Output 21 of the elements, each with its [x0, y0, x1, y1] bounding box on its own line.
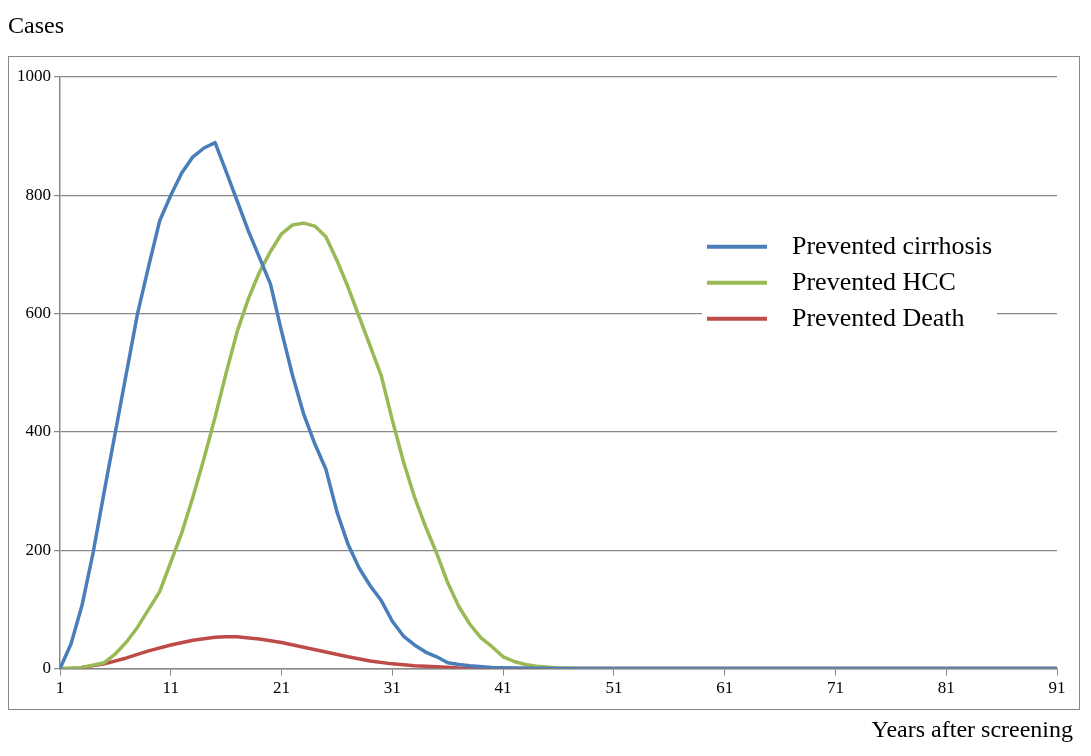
legend-label: Prevented Death — [792, 302, 965, 332]
x-tick-label: 81 — [937, 678, 955, 698]
y-tick-label: 0 — [42, 658, 51, 678]
y-axis-title: Cases — [8, 12, 64, 39]
x-tick-label: 51 — [605, 678, 623, 698]
legend-label: Prevented cirrhosis — [792, 230, 993, 260]
legend-label: Prevented HCC — [792, 266, 956, 296]
x-tick-label: 31 — [383, 678, 401, 698]
x-tick-label: 91 — [1048, 678, 1066, 698]
x-tick-label: 71 — [826, 678, 844, 698]
y-tick-label: 600 — [25, 303, 51, 323]
y-tick-label: 200 — [25, 539, 51, 559]
x-tick-label: 61 — [716, 678, 734, 698]
y-tick-label: 800 — [25, 184, 51, 204]
x-tick-label: 1 — [55, 678, 65, 698]
x-tick-label: 41 — [494, 678, 512, 698]
y-tick-label: 400 — [25, 421, 51, 441]
x-tick-label: 11 — [162, 678, 179, 698]
x-tick-label: 21 — [273, 678, 291, 698]
y-tick-label: 1000 — [17, 66, 51, 86]
x-axis-title: Years after screening — [871, 716, 1073, 743]
